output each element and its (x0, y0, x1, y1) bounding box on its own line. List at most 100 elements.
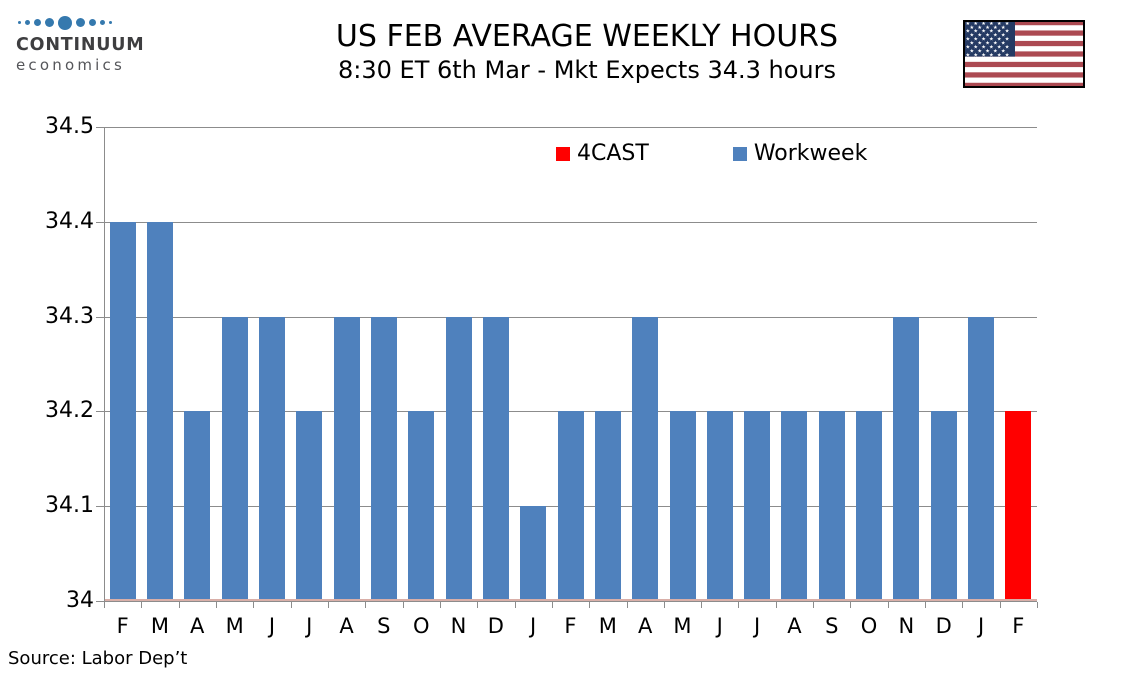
us-flag-icon: ★★★★★★ ★★★★★ ★★★★★★ ★★★★★ ★★★★★★ ★★★★★ ★… (963, 20, 1085, 88)
x-axis-label: N (450, 614, 467, 638)
svg-text:★★★★★★: ★★★★★★ (966, 52, 1013, 58)
legend-swatch-workweek (732, 146, 747, 161)
bar-d-22 (930, 411, 957, 601)
x-axis-label: J (306, 614, 313, 638)
logo-tagline: economics (16, 56, 125, 74)
svg-text:★★★★★: ★★★★★ (970, 25, 1009, 31)
x-axis-tick (663, 602, 665, 608)
x-axis-label: A (190, 614, 205, 638)
x-axis-tick (365, 602, 367, 608)
bar-a-14 (632, 316, 659, 601)
chart-subtitle: 8:30 ET 6th Mar - Mkt Expects 34.3 hours (338, 56, 836, 84)
legend-swatch-4cast (556, 146, 570, 161)
legend-item-workweek: Workweek (732, 141, 868, 166)
y-axis-tick (96, 506, 104, 508)
x-axis-label: J (530, 614, 537, 638)
svg-text:★★★★★: ★★★★★ (970, 41, 1009, 47)
x-axis-label: J (753, 614, 761, 638)
x-axis-tick (626, 602, 628, 608)
x-axis-tick (477, 602, 479, 608)
y-axis-label: 34.2 (45, 398, 94, 424)
x-axis-tick (999, 602, 1001, 608)
x-axis-tick (253, 602, 255, 608)
bar-m-1 (147, 221, 173, 601)
x-axis-label: O (860, 614, 878, 638)
x-axis-tick (887, 602, 889, 608)
y-axis-tick (96, 127, 104, 128)
x-axis-tick (104, 602, 105, 608)
x-axis-tick (439, 602, 441, 608)
x-axis-label: J (716, 614, 723, 638)
x-axis-tick (775, 602, 777, 608)
bar-j-4 (258, 316, 285, 601)
x-axis-label: N (898, 614, 915, 638)
y-axis-tick (96, 411, 104, 413)
x-axis-label: M (598, 614, 617, 638)
bar-o-20 (856, 411, 883, 601)
svg-text:★★★★★★: ★★★★★★ (966, 29, 1013, 35)
svg-text:★★★★★★: ★★★★★★ (966, 21, 1013, 27)
bar-j-5 (296, 411, 323, 601)
x-axis-label: D (487, 614, 504, 638)
bar-d-10 (482, 316, 509, 601)
x-axis-tick (141, 602, 143, 608)
x-axis-tick (701, 602, 703, 608)
chart-legend: 4CAST Workweek (556, 141, 867, 166)
y-axis-label: 34.1 (45, 493, 94, 519)
x-axis-label: F (1012, 614, 1025, 638)
bar-m-13 (594, 411, 621, 601)
y-axis-line (104, 127, 105, 601)
title-block: US FEB AVERAGE WEEKLY HOURS 8:30 ET 6th … (40, 19, 1134, 85)
x-axis-tick (925, 602, 926, 608)
x-axis-tick (327, 602, 329, 608)
x-axis-label: F (564, 614, 577, 638)
bar-f-0 (109, 221, 136, 601)
x-axis-line (104, 601, 1037, 602)
x-axis-label: M (225, 614, 244, 638)
y-axis-tick (96, 316, 104, 318)
x-axis-label: J (977, 614, 985, 638)
x-axis-label: A (637, 614, 653, 638)
x-axis-label: S (377, 614, 391, 638)
svg-text:★★★★★★: ★★★★★★ (966, 37, 1013, 43)
x-axis-tick (962, 602, 964, 608)
x-axis-label: S (825, 614, 839, 638)
bar-f-24 (1005, 411, 1032, 601)
legend-label-workweek: Workweek (753, 141, 868, 166)
y-axis-tick (96, 601, 104, 602)
bar-m-3 (221, 316, 248, 601)
continuum-logo: CONTINUUM economics (16, 14, 146, 74)
x-axis-tick (216, 602, 217, 608)
svg-text:★★★★★★: ★★★★★★ (966, 45, 1013, 51)
x-axis-tick (850, 602, 852, 608)
bar-o-8 (408, 411, 435, 601)
bar-s-19 (818, 411, 845, 601)
x-axis-tick (178, 602, 180, 608)
gridline (104, 316, 1037, 318)
source-note: Source: Labor Dep’t (8, 648, 188, 669)
x-axis-tick (738, 602, 740, 608)
bar-n-9 (445, 316, 472, 601)
y-axis-label: 34.5 (45, 114, 94, 139)
x-axis-label: F (116, 614, 129, 638)
x-axis-label: M (150, 614, 169, 638)
y-axis-label: 34.4 (45, 208, 94, 234)
logo-dots-icon (18, 14, 146, 31)
bar-j-16 (706, 411, 733, 601)
bar-a-2 (184, 411, 211, 601)
bar-f-12 (557, 411, 584, 601)
x-axis-tick (551, 602, 553, 608)
x-axis-label: M (673, 614, 692, 638)
x-axis-label: O (412, 614, 430, 638)
legend-item-4cast: 4CAST (556, 141, 649, 166)
axis-baseline-accent (104, 599, 1037, 601)
bar-j-17 (744, 411, 771, 601)
chart-title: US FEB AVERAGE WEEKLY HOURS (335, 19, 839, 54)
y-axis-label: 34.3 (45, 303, 94, 329)
x-axis-label: A (787, 614, 802, 638)
x-axis-tick (514, 602, 516, 608)
bar-a-6 (333, 316, 360, 601)
bar-j-23 (968, 316, 994, 601)
gridline (104, 127, 1037, 128)
